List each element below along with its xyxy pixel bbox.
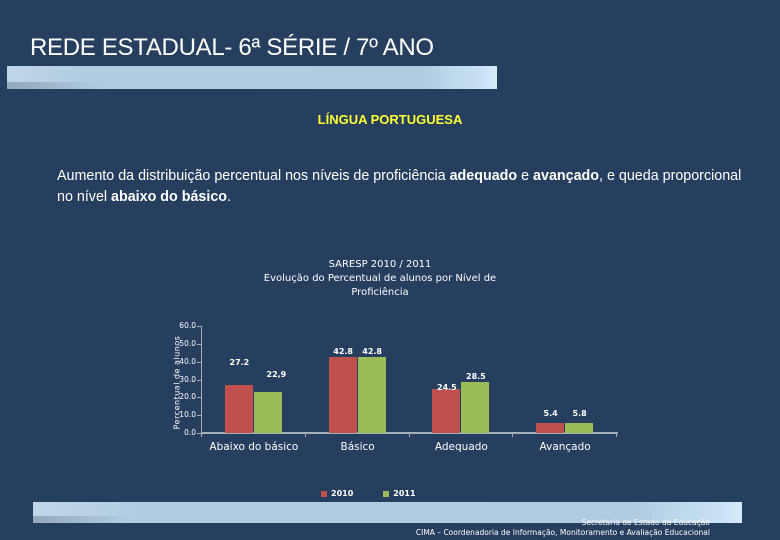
bar-2010 <box>224 384 253 433</box>
bar-2011 <box>253 392 282 433</box>
decorative-band-top <box>7 66 497 89</box>
bar-2011 <box>461 382 490 433</box>
chart-legend: 2010 2011 <box>321 489 416 498</box>
legend-item-2011: 2011 <box>383 489 416 498</box>
data-label: 22,9 <box>266 370 287 380</box>
y-tick <box>197 433 201 434</box>
x-tick <box>304 433 306 437</box>
subject-heading: LÍNGUA PORTUGUESA <box>317 112 463 127</box>
y-tick <box>197 415 201 417</box>
x-tick <box>616 433 617 437</box>
legend-item-2010: 2010 <box>321 489 353 498</box>
data-label: 28.5 <box>466 372 486 382</box>
y-tick-label: 0.0 <box>184 428 196 437</box>
x-tick <box>512 433 514 437</box>
bar-plot-area <box>202 326 617 433</box>
legend-swatch-icon <box>383 490 390 497</box>
y-axis <box>201 326 202 433</box>
footer-credit: Secretaria de Estado da Educação CIMA – … <box>415 518 710 537</box>
category-label: Adequado <box>434 441 488 453</box>
y-tick <box>197 397 201 399</box>
y-tick <box>197 326 201 327</box>
bar-2010 <box>536 423 565 433</box>
y-tick <box>197 379 201 381</box>
y-tick <box>197 343 201 345</box>
chart-title: SARESP 2010 / 2011 Evolução do Percentua… <box>263 259 497 298</box>
y-tick <box>197 361 201 363</box>
bar-2010 <box>432 389 461 433</box>
legend-swatch-icon <box>321 490 327 497</box>
y-tick-label: 40.0 <box>179 356 196 366</box>
y-tick-label: 30.0 <box>179 374 196 384</box>
decorative-band-bottom <box>33 502 742 523</box>
y-tick-label: 20.0 <box>179 392 196 402</box>
data-label: 5.4 <box>543 409 558 419</box>
x-tick <box>201 433 202 437</box>
x-axis <box>201 432 618 434</box>
bar-2011 <box>357 356 386 433</box>
page-title: REDE ESTADUAL- 6ª SÉRIE / 7º ANO <box>30 34 434 61</box>
category-label: Básico <box>340 441 375 453</box>
y-tick-label: 60.0 <box>179 321 196 330</box>
data-label: 24.5 <box>437 383 457 393</box>
data-label: 42.8 <box>362 346 382 356</box>
data-label: 42.8 <box>333 346 353 356</box>
y-tick-label: 50.0 <box>179 338 196 348</box>
bar-2010 <box>328 356 357 433</box>
data-label: 27.2 <box>229 358 250 368</box>
x-tick <box>408 433 410 437</box>
description-text: Aumento da distribuição percentual nos n… <box>57 168 742 205</box>
bar-2011 <box>565 422 594 433</box>
data-label: 5.8 <box>572 408 587 418</box>
category-label: Abaixo do básico <box>209 441 299 453</box>
category-label: Avançado <box>539 441 591 453</box>
y-tick-label: 10.0 <box>179 410 196 420</box>
